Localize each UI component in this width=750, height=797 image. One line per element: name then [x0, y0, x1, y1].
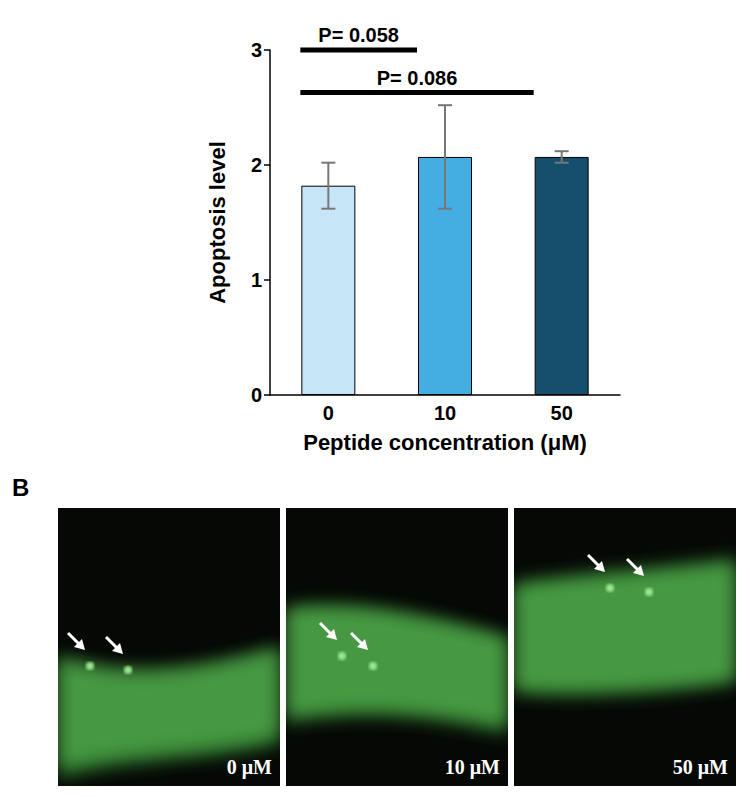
svg-text:0: 0: [323, 402, 334, 424]
html-text:B: B: [12, 474, 30, 501]
svg-text:1: 1: [251, 269, 262, 291]
svg-text:0 μM: 0 μM: [227, 756, 272, 779]
html-text:A: A: [12, 6, 30, 33]
svg-text:50: 50: [551, 402, 573, 424]
svg-text:2: 2: [251, 154, 262, 176]
svg-text:Peptide concentration (μM): Peptide concentration (μM): [303, 430, 587, 455]
svg-text:3: 3: [251, 39, 262, 61]
svg-text:Apoptosis level: Apoptosis level: [205, 141, 230, 304]
svg-text:10: 10: [434, 402, 456, 424]
svg-text:P= 0.058: P= 0.058: [318, 24, 399, 46]
svg-text:P= 0.086: P= 0.086: [377, 67, 458, 89]
svg-text:0: 0: [251, 384, 262, 406]
svg-text:10 μM: 10 μM: [445, 756, 500, 779]
svg-text:50 μM: 50 μM: [673, 756, 728, 779]
